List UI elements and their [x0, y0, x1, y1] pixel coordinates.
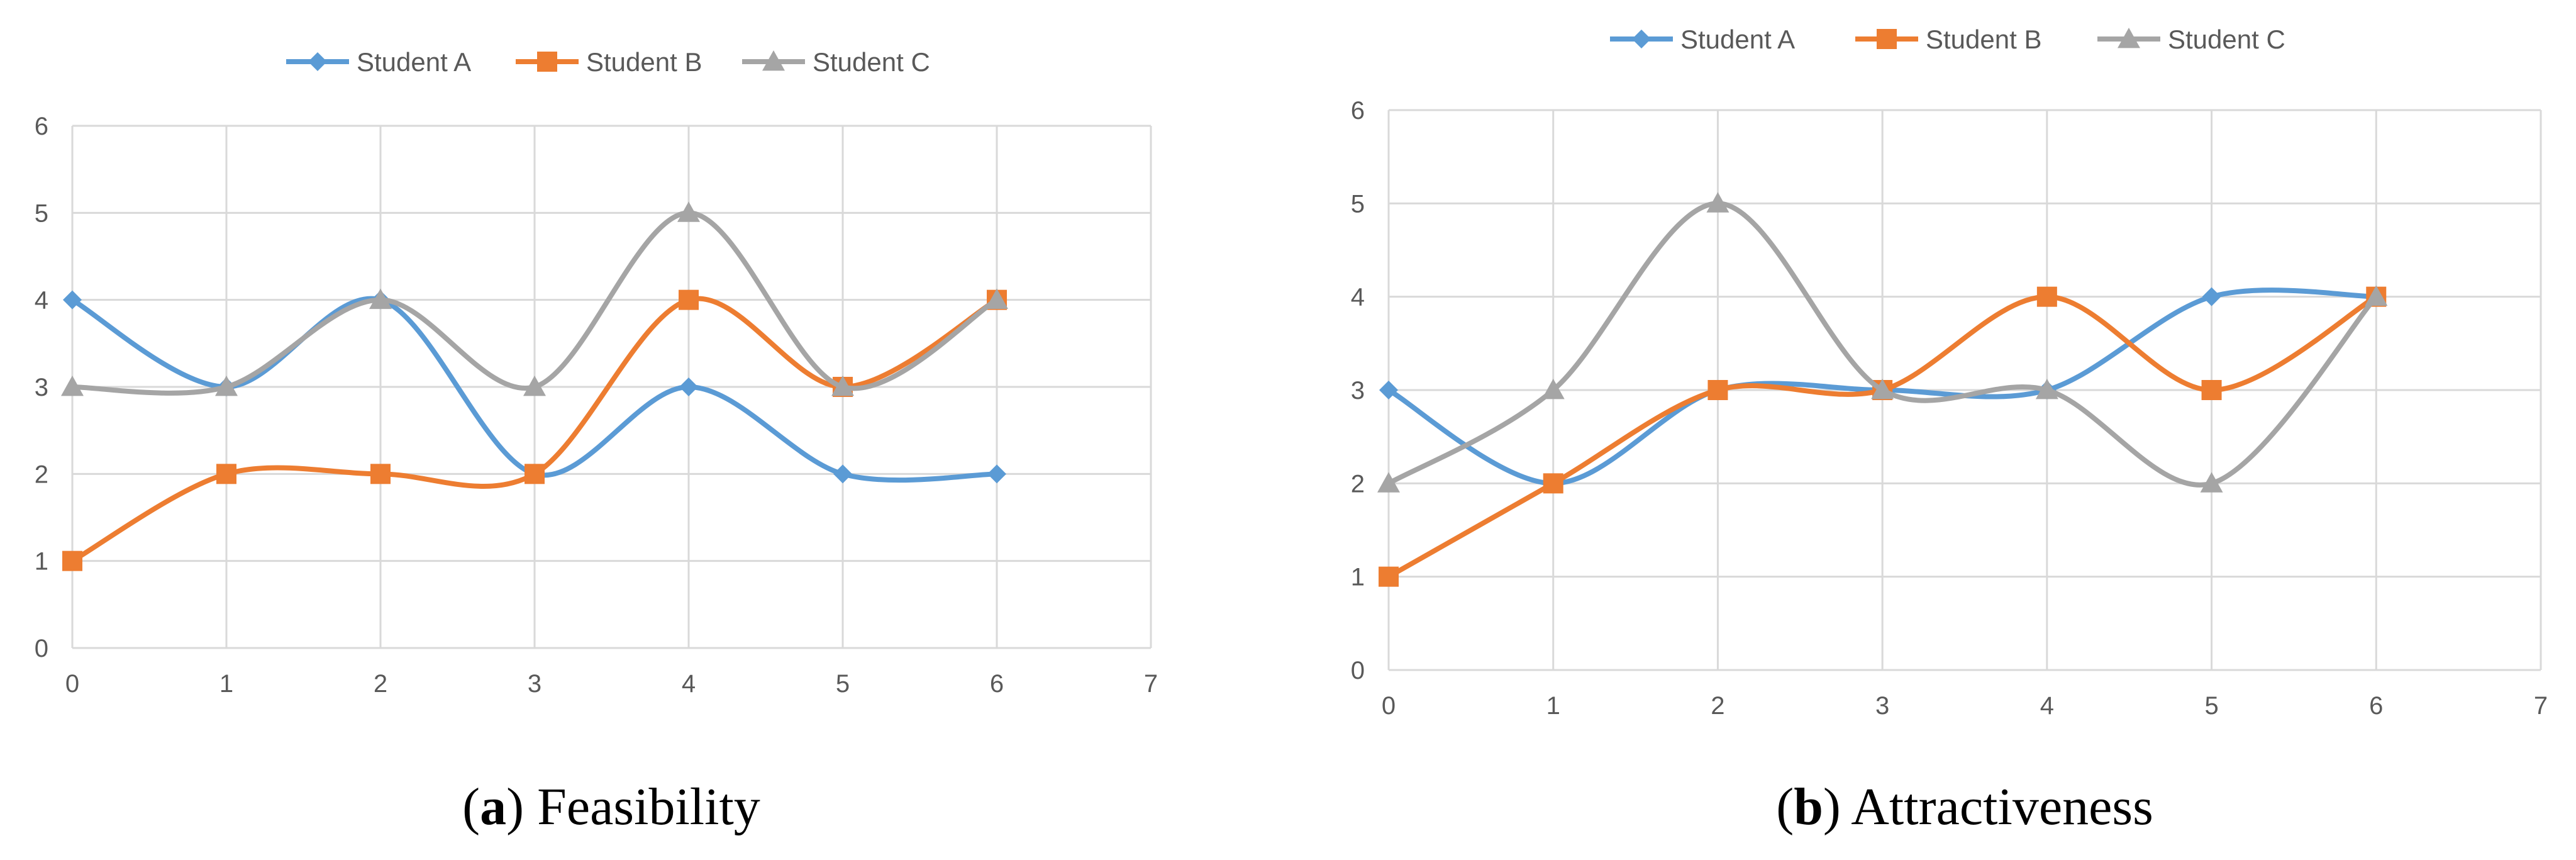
legend-entry: Student A [286, 47, 471, 77]
data-point [2035, 379, 2058, 399]
data-point [987, 464, 1006, 484]
legend-entry: Student B [1855, 25, 2041, 54]
x-tick-label: 2 [374, 670, 387, 698]
data-point [1379, 566, 1399, 587]
data-point [370, 464, 391, 484]
legend-marker [308, 52, 327, 71]
data-point [985, 288, 1008, 310]
y-tick-label: 6 [35, 113, 48, 140]
legend-entry: Student B [516, 47, 702, 77]
data-point [2365, 285, 2388, 306]
legend-entry: Student C [2097, 25, 2285, 54]
y-tick-label: 1 [1351, 564, 1365, 591]
data-point [523, 376, 546, 396]
x-tick-label: 2 [1711, 692, 1724, 720]
caption-text: Attractiveness [1851, 778, 2153, 836]
y-tick-label: 4 [1351, 284, 1365, 311]
data-point [679, 289, 699, 310]
series-student-c [61, 201, 1008, 396]
x-tick-label: 0 [1382, 692, 1396, 720]
x-tick-label: 6 [990, 670, 1004, 698]
y-tick-label: 0 [35, 635, 48, 662]
data-point [679, 377, 698, 396]
data-point [525, 464, 545, 484]
legend-marker [762, 50, 785, 71]
legend-label: Student C [813, 47, 930, 77]
panel-caption: (a) Feasibility [462, 778, 760, 836]
data-point [1377, 472, 1400, 493]
legend-label: Student B [586, 47, 702, 77]
x-tick-label: 5 [836, 670, 850, 698]
data-point [2202, 287, 2221, 306]
y-tick-label: 6 [1351, 97, 1365, 125]
x-tick-label: 0 [65, 670, 79, 698]
data-point [63, 290, 82, 310]
x-tick-label: 5 [2204, 692, 2218, 720]
y-tick-label: 2 [1351, 470, 1365, 498]
data-point [1541, 379, 1565, 399]
legend-marker [1632, 30, 1651, 48]
caption-letter: b [1794, 778, 1823, 836]
data-point [1707, 380, 1728, 400]
panel-caption: (b) Attractiveness [1776, 778, 2153, 836]
data-point [2036, 286, 2057, 307]
x-tick-label: 6 [2369, 692, 2383, 720]
y-tick-label: 3 [1351, 377, 1365, 405]
legend-label: Student A [1680, 25, 1795, 54]
caption-text: Feasibility [537, 778, 760, 836]
y-tick-label: 2 [35, 461, 48, 488]
x-tick-label: 4 [682, 670, 696, 698]
caption-letter: a [480, 778, 506, 836]
x-tick-label: 1 [1546, 692, 1560, 720]
x-tick-label: 7 [2534, 692, 2548, 720]
legend-marker [537, 52, 557, 72]
legend-label: Student C [2168, 25, 2285, 54]
y-tick-label: 3 [35, 374, 48, 401]
legend-marker [1877, 29, 1897, 49]
data-point [1871, 379, 1894, 399]
x-tick-label: 3 [1875, 692, 1889, 720]
legend-label: Student A [357, 47, 471, 77]
data-point [833, 464, 852, 484]
y-tick-label: 1 [35, 548, 48, 576]
y-tick-label: 0 [1351, 657, 1365, 684]
data-point [2201, 380, 2222, 400]
data-point [216, 464, 236, 484]
y-tick-label: 5 [35, 199, 48, 227]
legend-label: Student B [1926, 25, 2041, 54]
x-tick-label: 3 [528, 670, 541, 698]
data-point [677, 201, 700, 222]
x-tick-label: 7 [1144, 670, 1158, 698]
x-tick-label: 4 [2040, 692, 2054, 720]
legend-entry: Student A [1610, 25, 1795, 54]
data-point [61, 376, 84, 396]
data-point [831, 376, 854, 396]
chart-panel-a: 0 1 2 3 4 5 6 0 1 2 3 4 5 6 7 Student A Student B Student… [35, 47, 1158, 836]
series-student-c [1377, 192, 2388, 493]
data-point [215, 376, 238, 396]
data-point [2200, 472, 2223, 493]
data-point [369, 288, 392, 310]
data-point [1379, 381, 1398, 399]
y-tick-label: 4 [35, 287, 48, 315]
data-point [1706, 192, 1729, 213]
x-tick-label: 1 [219, 670, 233, 698]
legend-entry: Student C [742, 47, 930, 77]
data-point [62, 550, 82, 571]
chart-panel-b: 0 1 2 3 4 5 6 0 1 2 3 4 5 6 7 Student A Student B Student… [1351, 25, 2548, 836]
legend-marker [2118, 28, 2140, 48]
data-point [1543, 473, 1563, 494]
y-tick-label: 5 [1351, 190, 1365, 218]
